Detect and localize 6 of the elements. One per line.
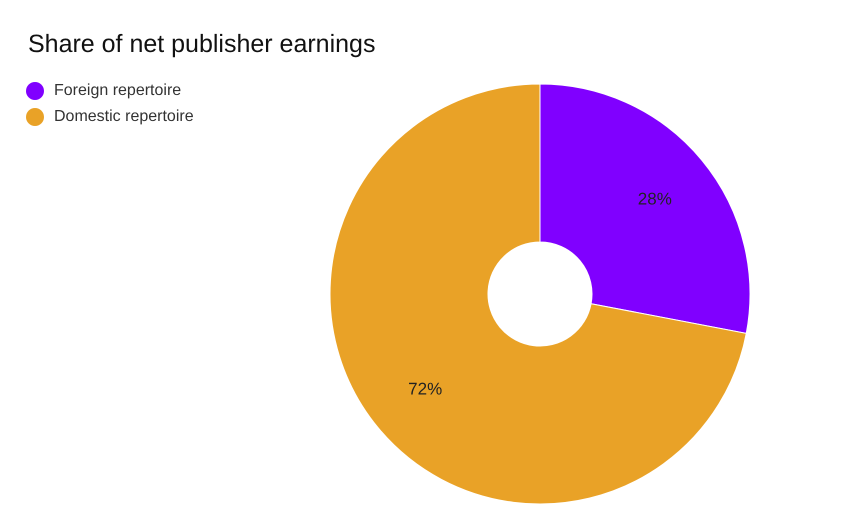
- chart-title: Share of net publisher earnings: [28, 30, 376, 59]
- donut-slice: [330, 84, 747, 504]
- legend-label: Domestic repertoire: [54, 108, 194, 125]
- data-label: 72%: [408, 379, 442, 398]
- legend-label: Foreign repertoire: [54, 82, 182, 99]
- data-label: 28%: [638, 190, 672, 209]
